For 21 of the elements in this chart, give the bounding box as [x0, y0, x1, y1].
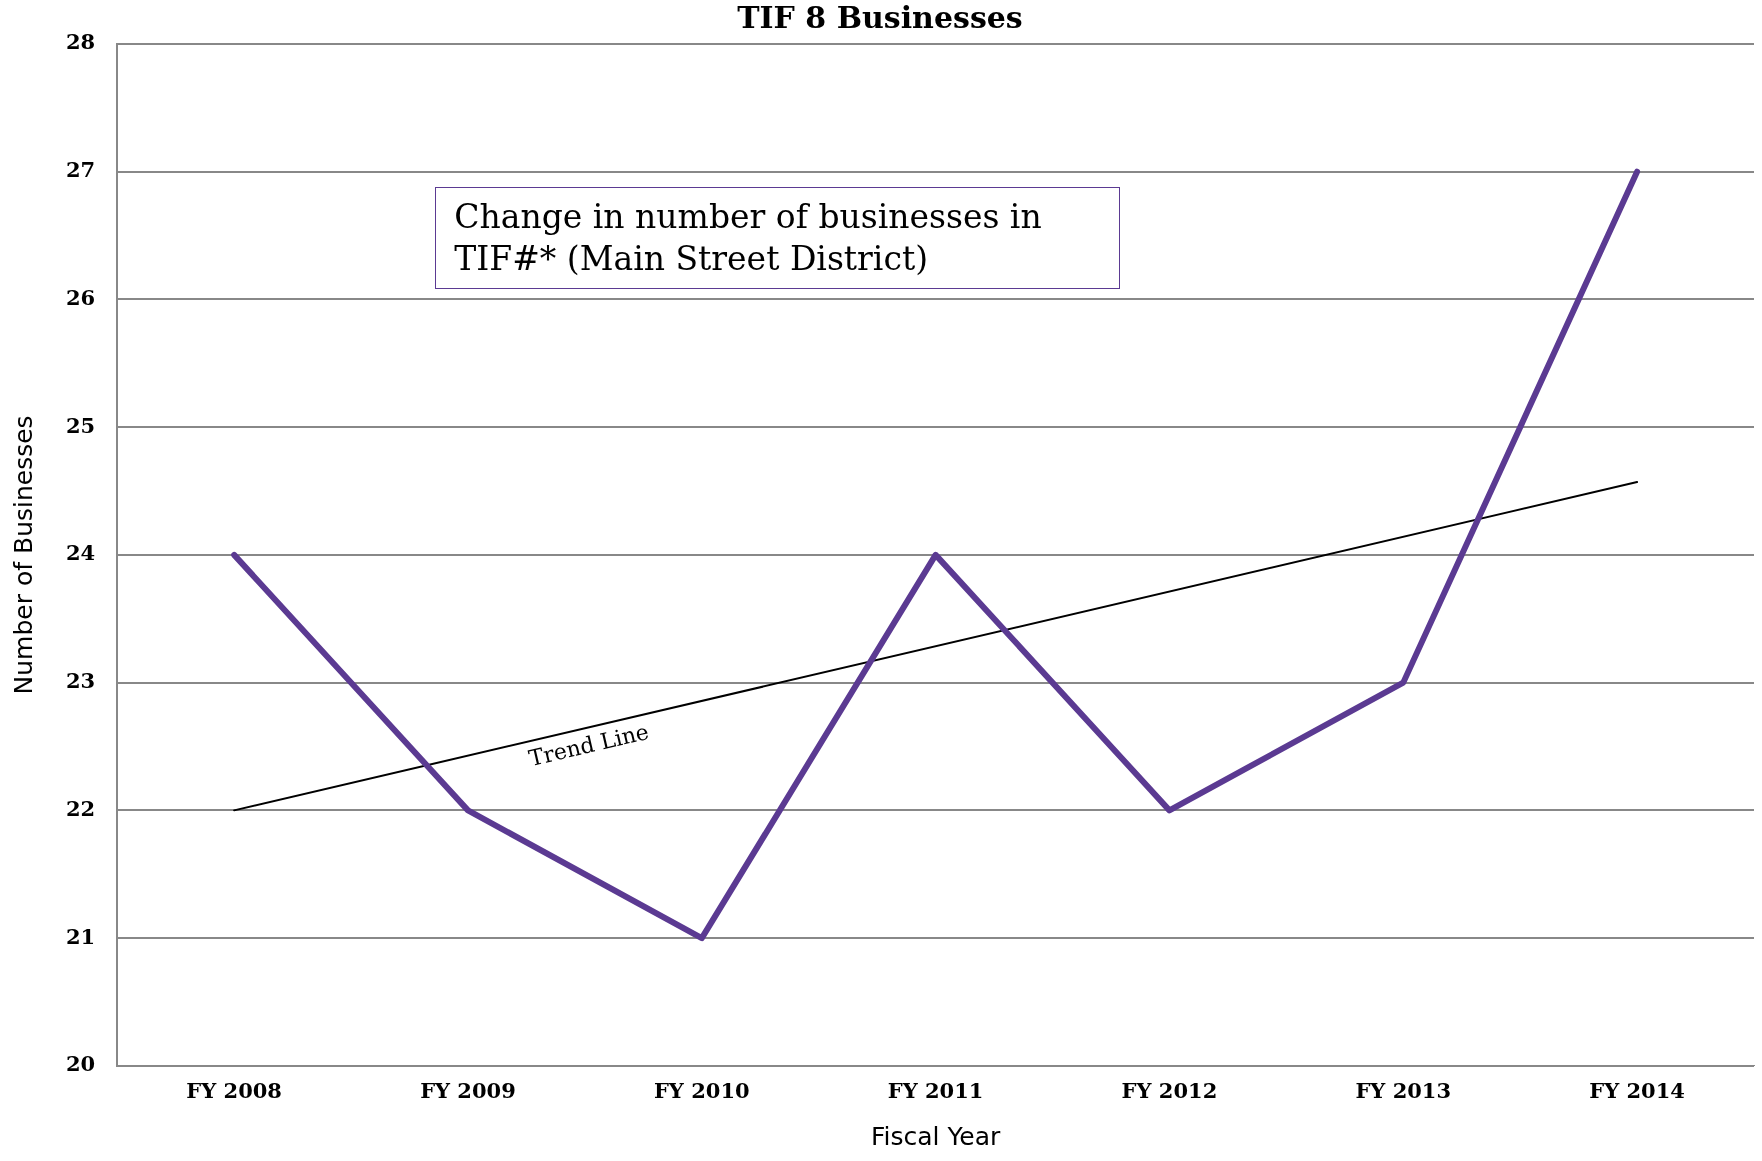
y-tick-label: 27 — [65, 157, 96, 183]
y-tick-label: 20 — [65, 1051, 96, 1077]
x-tick-label: FY 2008 — [186, 1077, 282, 1103]
chart-title: TIF 8 Businesses — [737, 0, 1023, 35]
x-tick-label: FY 2010 — [653, 1077, 750, 1103]
y-tick-label: 26 — [65, 284, 96, 310]
x-tick-label: FY 2011 — [887, 1077, 984, 1103]
x-tick-label: FY 2013 — [1355, 1077, 1452, 1103]
annotation: Trend Line — [526, 718, 652, 772]
y-tick-label: 21 — [65, 923, 96, 949]
y-tick-label: 25 — [65, 412, 96, 438]
y-tick-label: 22 — [65, 795, 96, 821]
x-tick-label: FY 2009 — [420, 1077, 516, 1103]
x-axis-title: Fiscal Year — [870, 1121, 1002, 1151]
y-tick-label: 23 — [65, 668, 96, 694]
y-axis-title: Number of Businesses — [8, 415, 38, 695]
annotation: Change in number of businesses in TIF#* (Main Street District) — [435, 187, 1121, 290]
y-tick-label: 24 — [65, 540, 96, 566]
y-tick-label: 28 — [65, 29, 96, 55]
x-tick-label: FY 2012 — [1121, 1077, 1218, 1103]
x-tick-label: FY 2014 — [1589, 1077, 1685, 1103]
